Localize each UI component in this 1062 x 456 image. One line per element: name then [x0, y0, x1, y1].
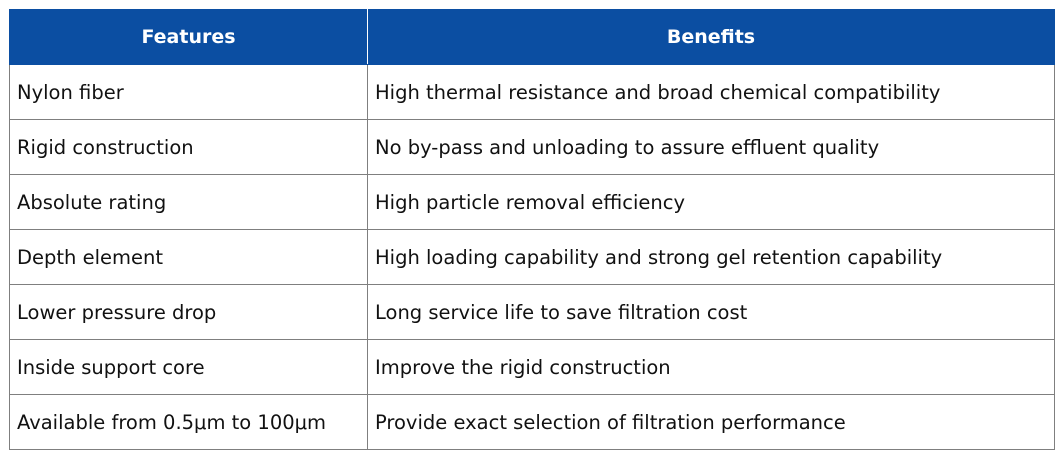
- header-features: Features: [9, 9, 368, 65]
- table-row: Lower pressure drop Long service life to…: [9, 284, 1055, 340]
- table-row: Absolute rating High particle removal ef…: [9, 174, 1055, 230]
- table-row: Depth element High loading capability an…: [9, 229, 1055, 285]
- table-row: Available from 0.5μm to 100μm Provide ex…: [9, 394, 1055, 450]
- features-benefits-table: Features Benefits Nylon fiber High therm…: [9, 9, 1055, 450]
- feature-cell: Nylon fiber: [9, 64, 368, 120]
- features-benefits-table-container: Features Benefits Nylon fiber High therm…: [9, 9, 1055, 450]
- benefit-cell: Improve the rigid construction: [367, 339, 1055, 395]
- header-benefits: Benefits: [367, 9, 1055, 65]
- feature-cell: Absolute rating: [9, 174, 368, 230]
- table-row: Nylon fiber High thermal resistance and …: [9, 64, 1055, 120]
- feature-cell: Rigid construction: [9, 119, 368, 175]
- table-header-row: Features Benefits: [9, 9, 1055, 65]
- benefit-cell: No by-pass and unloading to assure efflu…: [367, 119, 1055, 175]
- table-row: Inside support core Improve the rigid co…: [9, 339, 1055, 395]
- benefit-cell: High loading capability and strong gel r…: [367, 229, 1055, 285]
- feature-cell: Depth element: [9, 229, 368, 285]
- benefit-cell: High thermal resistance and broad chemic…: [367, 64, 1055, 120]
- feature-cell: Lower pressure drop: [9, 284, 368, 340]
- feature-cell: Available from 0.5μm to 100μm: [9, 394, 368, 450]
- benefit-cell: Provide exact selection of filtration pe…: [367, 394, 1055, 450]
- benefit-cell: Long service life to save filtration cos…: [367, 284, 1055, 340]
- table-row: Rigid construction No by-pass and unload…: [9, 119, 1055, 175]
- benefit-cell: High particle removal efficiency: [367, 174, 1055, 230]
- feature-cell: Inside support core: [9, 339, 368, 395]
